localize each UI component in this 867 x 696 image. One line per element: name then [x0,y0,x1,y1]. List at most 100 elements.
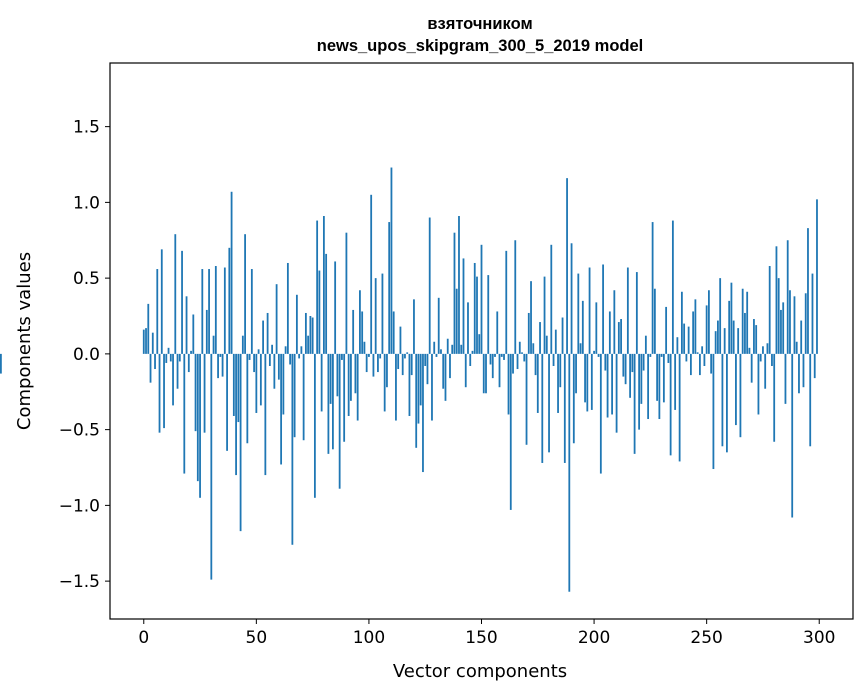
bar [640,353,643,404]
bar [572,353,575,444]
bar [581,300,584,354]
bar [563,353,566,463]
bar [509,353,512,510]
bar [629,353,631,398]
bar [732,320,735,354]
bar [532,343,535,354]
bar [327,353,330,454]
bar [595,302,598,354]
bar [811,273,814,354]
bar [217,353,219,379]
bar [708,290,710,354]
bar [626,267,629,354]
chart-title: взяточником [427,15,532,33]
bar [365,353,368,373]
bar [298,353,301,359]
bar [680,291,683,354]
bar [527,312,530,354]
bar [653,288,656,354]
bar [557,353,559,413]
bar [570,243,573,354]
bar [498,353,501,388]
bar [543,276,546,354]
bar [577,273,580,354]
bar [539,322,541,354]
bar [201,269,204,354]
bar [721,353,724,447]
bar [172,353,174,406]
bar [437,297,440,354]
bar [590,353,593,410]
bar [322,216,325,354]
bar [550,244,553,354]
bar [662,353,665,403]
bar [775,246,778,354]
bar [507,353,510,415]
bar [345,232,348,354]
bar [548,353,550,453]
bar [370,194,373,354]
bar [699,353,701,376]
bar [800,320,803,354]
bar [642,353,645,371]
bar [176,353,179,389]
bar [665,306,668,354]
bar [237,353,240,423]
bar [304,312,307,354]
bar [341,353,343,360]
bar [214,266,217,354]
bar [462,258,465,354]
bar [464,353,467,388]
bar [359,290,361,354]
bar [268,353,271,366]
bar [622,353,625,377]
bar [764,353,767,389]
bar [406,352,409,354]
bar [266,312,269,354]
bar [160,249,163,354]
bar [419,353,422,406]
bar [802,353,805,388]
bar [309,316,312,354]
bar [338,353,341,489]
bar [192,314,195,354]
bar [181,250,183,354]
bar [588,267,591,354]
bar [178,353,181,362]
bar [678,353,681,462]
bar [271,344,274,354]
bar [208,269,210,354]
bar [638,353,641,430]
bar [717,320,719,354]
bar [701,346,704,354]
bar [692,311,695,354]
bar [467,302,469,354]
bar [244,234,246,354]
bar [597,353,600,357]
bar [554,329,557,354]
bar [705,305,708,354]
bar [363,341,366,354]
bar [523,353,526,362]
bar [789,290,791,354]
bar [723,328,726,354]
bar [372,353,375,377]
bar [730,282,733,354]
bar [746,291,749,354]
y-axis: −1.5 −1.0 −0.5 0.0 0.5 1.0 1.5 [59,118,110,592]
bar [473,262,476,354]
bar [154,353,156,370]
bar [435,353,438,357]
bar [282,353,285,415]
bar [809,353,812,447]
y-axis-label: Components values [14,252,35,430]
bar [766,343,769,354]
x-tick-label: 0 [138,628,149,648]
bar [687,326,690,354]
chart-subtitle: news_upos_skipgram_300_5_2019 model [317,37,644,55]
bar [505,250,508,354]
bar [361,311,364,354]
bar [683,323,686,354]
bar [768,266,771,354]
bar [575,353,577,394]
